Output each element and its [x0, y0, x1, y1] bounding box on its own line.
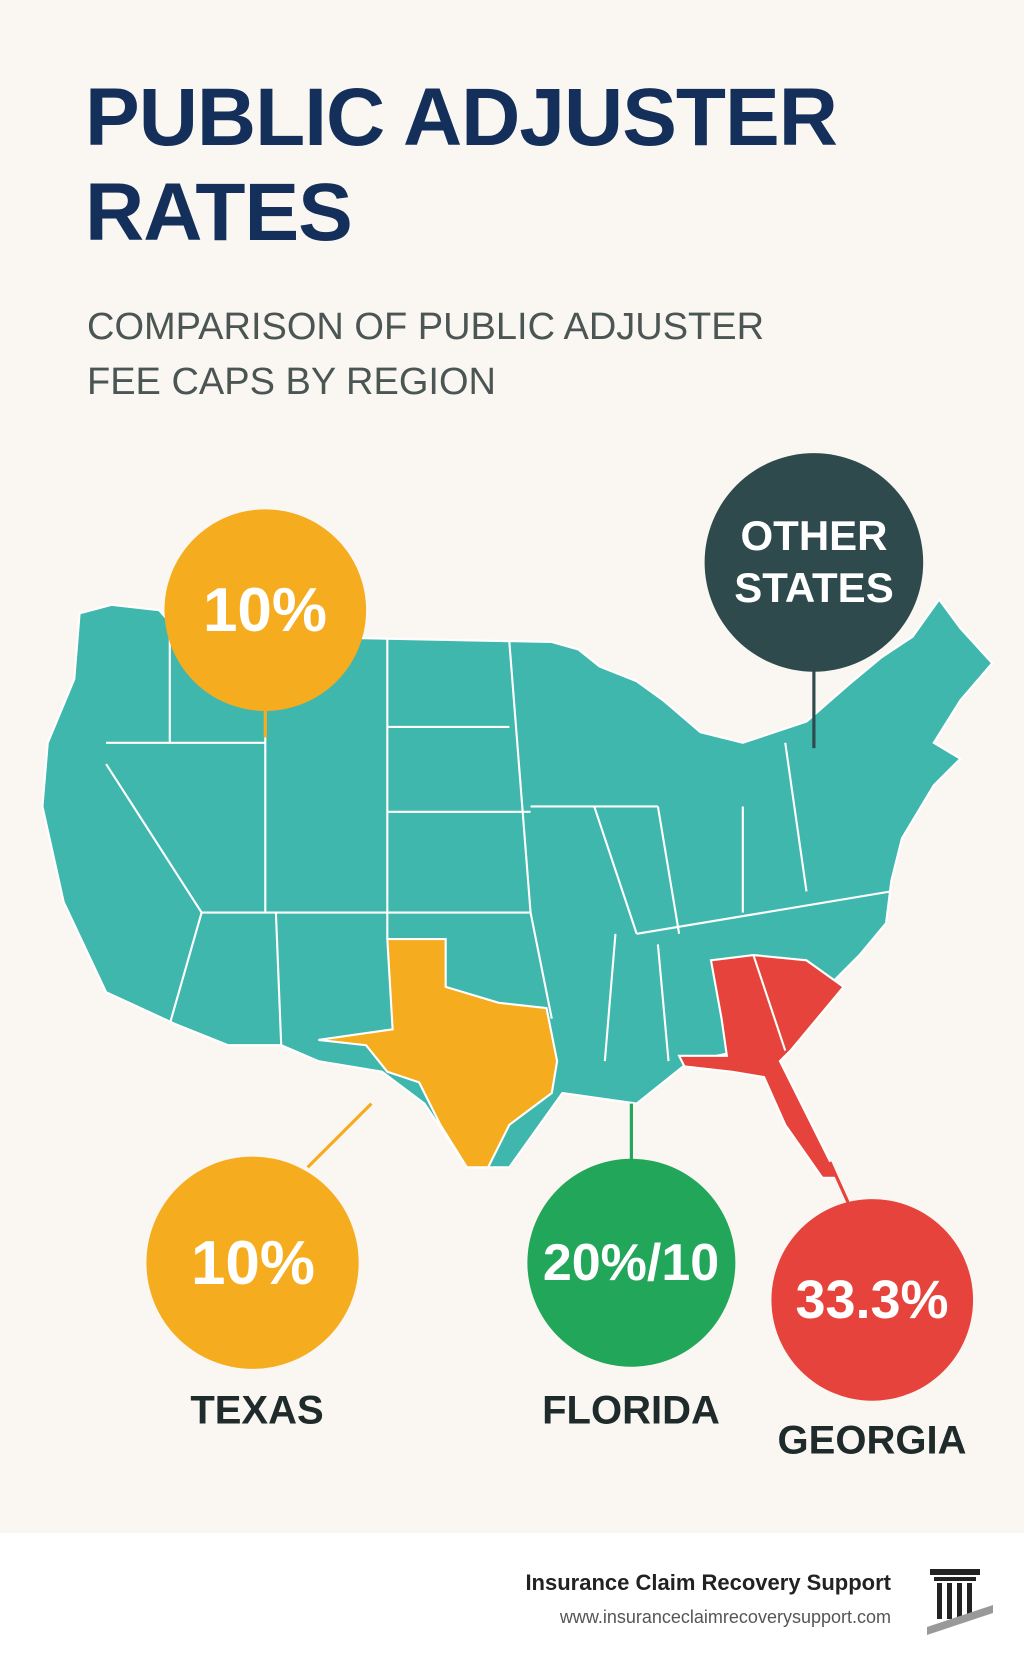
southeast-shape — [677, 953, 846, 1179]
subtitle: COMPARISON OF PUBLIC ADJUSTER FEE CAPS B… — [87, 306, 765, 403]
bubble — [527, 1158, 736, 1367]
callout-label: FLORIDA — [542, 1388, 720, 1433]
bubble — [164, 509, 367, 711]
website-url: www.insuranceclaimrecoverysupport.com — [559, 1607, 891, 1627]
bubble — [771, 1199, 974, 1401]
callout-label: GEORGIA — [777, 1418, 967, 1463]
callout-value: 33.3% — [795, 1270, 949, 1330]
callout-value: 20%/10 — [542, 1234, 720, 1292]
callout-label: TEXAS — [190, 1388, 324, 1433]
logo — [927, 1569, 993, 1635]
callout-value: OTHER STATES — [734, 512, 894, 611]
texas-shape — [318, 938, 559, 1169]
title: PUBLIC ADJUSTER RATES — [85, 72, 838, 258]
footer — [0, 1533, 1024, 1666]
company-name: Insurance Claim Recovery Support — [525, 1570, 891, 1595]
callout-value: 10% — [202, 575, 328, 645]
callout-value: 10% — [190, 1228, 316, 1298]
connectors — [263, 668, 851, 1206]
state-lines — [105, 636, 892, 1062]
bubble — [704, 453, 924, 672]
bubble — [146, 1156, 359, 1369]
